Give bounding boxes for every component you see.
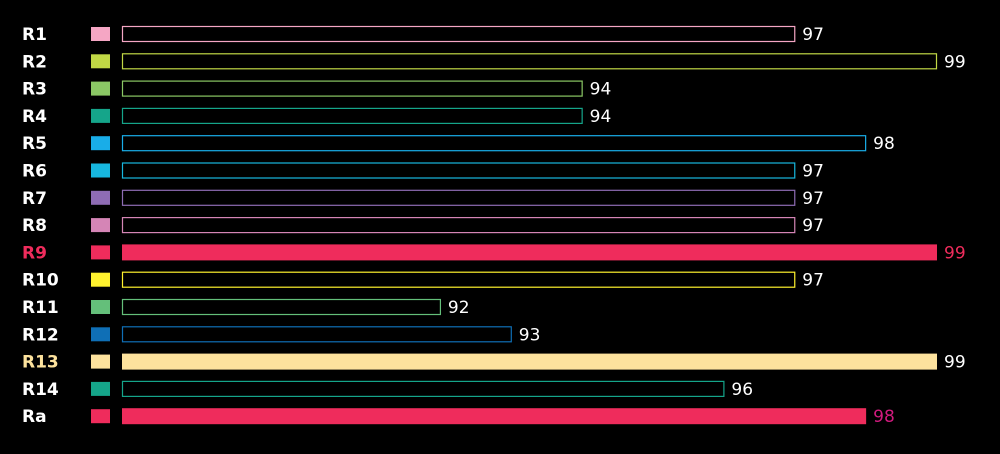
bar-r1 <box>121 25 796 43</box>
category-label-r14: R14 <box>22 380 59 400</box>
bar-r5 <box>121 135 867 152</box>
legend-swatch-r4 <box>91 108 110 123</box>
value-label-r3: 94 <box>590 80 612 100</box>
legend-swatch-r12 <box>91 327 110 342</box>
category-label-r10: R10 <box>22 271 59 291</box>
legend-swatch-r11 <box>91 300 110 314</box>
value-label-r10: 97 <box>802 271 824 291</box>
bar-r10 <box>121 271 796 288</box>
legend-swatch-r6 <box>91 163 110 178</box>
bar-r12 <box>121 326 512 343</box>
bar-r2 <box>121 53 938 70</box>
legend-swatch-r14 <box>91 381 110 396</box>
category-label-r3: R3 <box>22 80 47 100</box>
bar-r13 <box>122 353 937 370</box>
bar-r7 <box>121 189 796 206</box>
value-label-r2: 99 <box>944 52 966 72</box>
value-label-r13: 99 <box>944 353 966 373</box>
legend-swatch-r13 <box>91 354 110 369</box>
category-label-r5: R5 <box>22 134 47 154</box>
value-label-r14: 96 <box>731 380 753 400</box>
category-label-r6: R6 <box>22 162 47 182</box>
value-label-r9: 99 <box>944 243 966 263</box>
value-label-r12: 93 <box>519 325 541 345</box>
category-label-r13: R13 <box>22 353 59 373</box>
legend-swatch-r3 <box>91 81 110 96</box>
legend-swatch-r1 <box>91 27 110 41</box>
legend-swatch-r7 <box>91 190 110 205</box>
bar-r9 <box>122 244 937 261</box>
category-label-r9: R9 <box>22 243 47 263</box>
category-label-r8: R8 <box>22 216 47 236</box>
value-label-r1: 97 <box>802 25 824 45</box>
bar-r14 <box>121 380 725 397</box>
value-label-r4: 94 <box>590 107 612 127</box>
category-label-r2: R2 <box>22 52 47 72</box>
bar-ra <box>122 408 867 425</box>
value-label-r7: 97 <box>802 189 824 209</box>
value-label-r6: 97 <box>802 162 824 182</box>
legend-swatch-r8 <box>91 218 110 233</box>
category-label-r11: R11 <box>22 298 59 318</box>
bar-r11 <box>121 298 442 316</box>
category-label-r7: R7 <box>22 189 47 209</box>
category-label-r4: R4 <box>22 107 47 127</box>
value-label-ra: 98 <box>873 407 895 427</box>
bar-r3 <box>121 80 583 97</box>
value-label-r11: 92 <box>448 298 470 318</box>
legend-swatch-r2 <box>91 54 110 69</box>
legend-swatch-r10 <box>91 272 110 287</box>
legend-swatch-r9 <box>91 245 110 260</box>
bar-r8 <box>121 217 796 234</box>
legend-swatch-ra <box>91 409 110 424</box>
bar-r6 <box>121 162 796 179</box>
category-label-r12: R12 <box>22 325 59 345</box>
bar-r4 <box>121 107 583 125</box>
value-label-r8: 97 <box>802 216 824 236</box>
category-label-ra: Ra <box>22 407 47 427</box>
legend-swatch-r5 <box>91 136 110 151</box>
category-label-r1: R1 <box>22 25 47 45</box>
value-label-r5: 98 <box>873 134 895 154</box>
